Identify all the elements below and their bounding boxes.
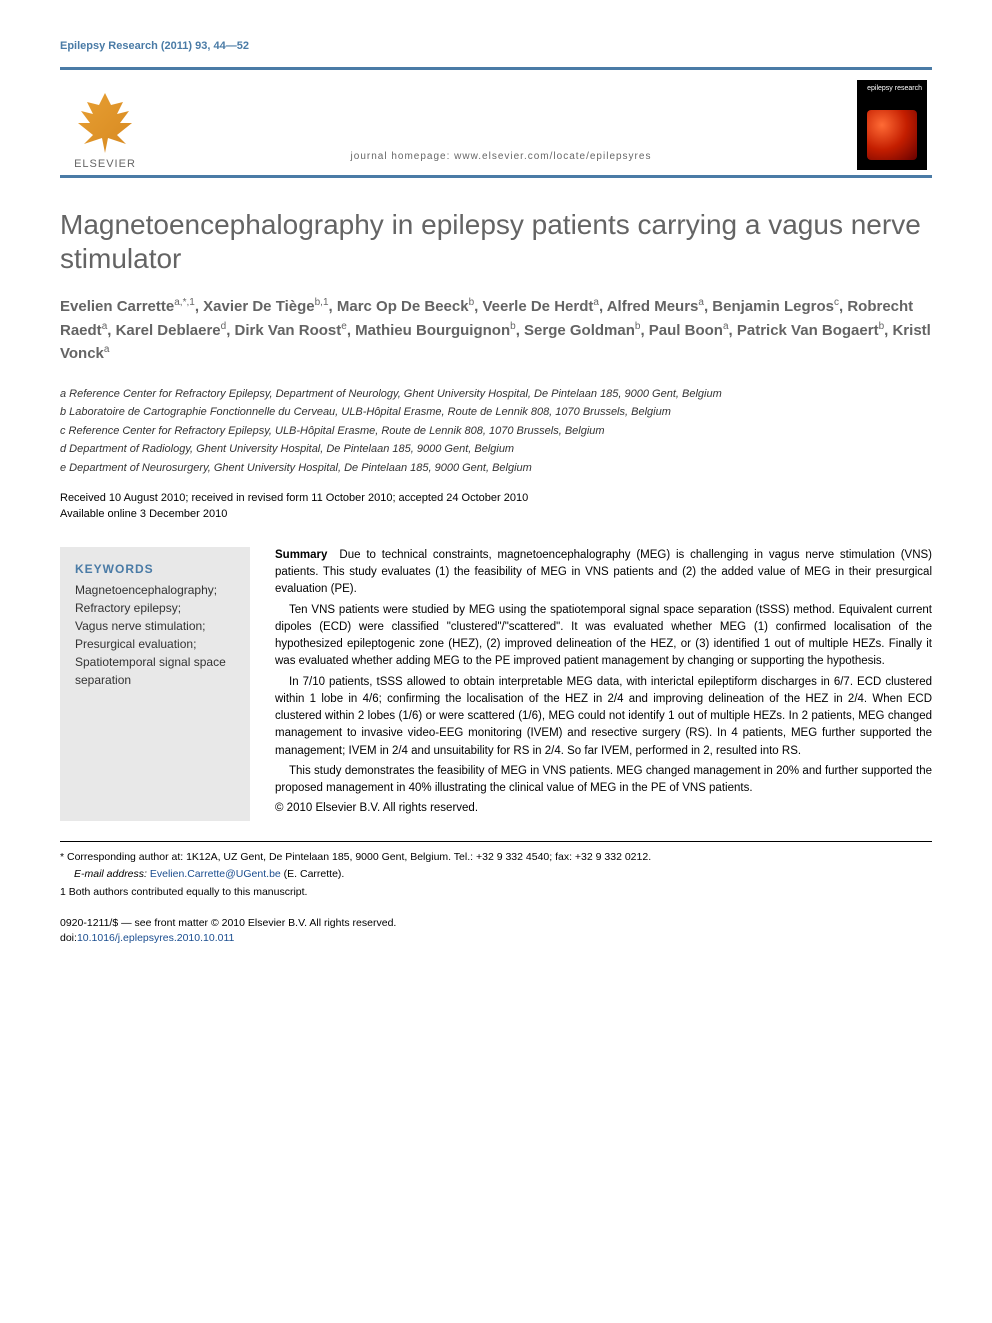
author-name: , Paul Boon [640,322,723,339]
summary-text: Due to technical constraints, magnetoenc… [275,549,932,596]
keywords-title: KEYWORDS [75,562,235,576]
issn-line: 0920-1211/$ — see front matter © 2010 El… [60,916,932,931]
author-name: , Mathieu Bourguignon [347,322,510,339]
affiliation-item: b Laboratoire de Cartographie Fonctionne… [60,404,932,421]
journal-homepage: journal homepage: www.elsevier.com/locat… [145,151,857,170]
email-link[interactable]: Evelien.Carrette@UGent.be [150,868,281,880]
author-name: , Karel Deblaere [107,322,220,339]
cover-label: epilepsy research [867,85,922,92]
doi-link[interactable]: 10.1016/j.eplepsyres.2010.10.011 [77,932,234,944]
author-name: , Serge Goldman [516,322,635,339]
banner-inner: ELSEVIER journal homepage: www.elsevier.… [60,70,932,175]
equal-contribution: 1 Both authors contributed equally to th… [60,885,932,901]
keywords-box: KEYWORDS Magnetoencephalography; Refract… [60,547,250,821]
elsevier-tree-icon [75,93,135,153]
content-row: KEYWORDS Magnetoencephalography; Refract… [60,547,932,821]
corresponding-author: * Corresponding author at: 1K12A, UZ Gen… [60,850,932,866]
keywords-list: Magnetoencephalography; Refractory epile… [75,581,235,689]
author-name: , Xavier De Tiège [195,298,315,315]
page-container: Epilepsy Research (2011) 93, 44—52 ELSEV… [0,0,992,985]
doi-line: doi:10.1016/j.eplepsyres.2010.10.011 [60,931,932,946]
author-name: , Veerle De Herdt [474,298,593,315]
online-date: Available online 3 December 2010 [60,507,932,522]
author-list: Evelien Carrettea,*,1, Xavier De Tiègeb,… [60,295,932,366]
journal-banner: ELSEVIER journal homepage: www.elsevier.… [60,67,932,178]
author-name: , Benjamin Legros [704,298,834,315]
header-reference: Epilepsy Research (2011) 93, 44—52 [60,40,932,52]
article-title: Magnetoencephalography in epilepsy patie… [60,208,932,275]
article-dates: Received 10 August 2010; received in rev… [60,491,932,522]
summary-paragraph: SummaryDue to technical constraints, mag… [275,547,932,599]
author-name: Evelien Carrette [60,298,174,315]
email-suffix: (E. Carrette). [281,868,345,880]
affiliation-item: e Department of Neurosurgery, Ghent Univ… [60,460,932,477]
email-label: E-mail address: [74,868,150,880]
author-affil-sup: a [104,344,110,355]
summary-block: SummaryDue to technical constraints, mag… [275,547,932,821]
summary-label: Summary [275,549,327,561]
email-line: E-mail address: Evelien.Carrette@UGent.b… [60,867,932,883]
summary-paragraph: In 7/10 patients, tSSS allowed to obtain… [275,674,932,760]
footer-info: 0920-1211/$ — see front matter © 2010 El… [60,916,932,945]
doi-label: doi: [60,932,77,944]
affiliations-block: a Reference Center for Refractory Epilep… [60,386,932,477]
author-name: , Patrick Van Bogaert [729,322,879,339]
summary-paragraph: This study demonstrates the feasibility … [275,763,932,798]
author-name: , Dirk Van Roost [226,322,341,339]
author-affil-sup: b,1 [315,297,329,308]
affiliation-item: d Department of Radiology, Ghent Univers… [60,441,932,458]
author-name: , Marc Op De Beeck [329,298,469,315]
author-name: , Alfred Meurs [599,298,698,315]
received-date: Received 10 August 2010; received in rev… [60,491,932,506]
publisher-logo: ELSEVIER [65,93,145,170]
cover-image-icon [867,110,917,160]
summary-paragraph: Ten VNS patients were studied by MEG usi… [275,602,932,671]
publisher-name: ELSEVIER [74,158,136,170]
affiliation-item: c Reference Center for Refractory Epilep… [60,423,932,440]
copyright-line: © 2010 Elsevier B.V. All rights reserved… [275,800,932,817]
footnotes-block: * Corresponding author at: 1K12A, UZ Gen… [60,841,932,901]
journal-cover-thumbnail: epilepsy research [857,80,927,170]
affiliation-item: a Reference Center for Refractory Epilep… [60,386,932,403]
author-affil-sup: a,*,1 [174,297,195,308]
